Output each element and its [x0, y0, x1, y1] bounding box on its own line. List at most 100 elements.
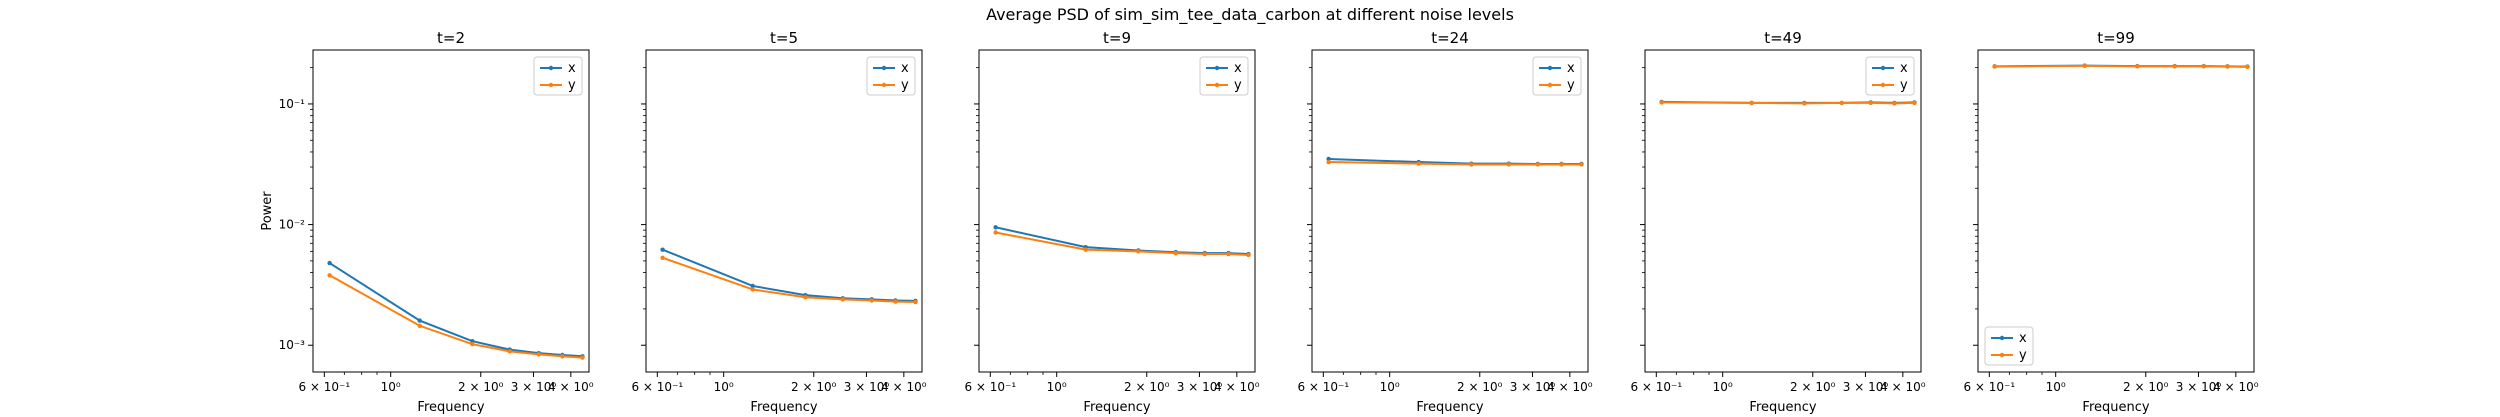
- data-point-y: [750, 287, 755, 292]
- panel-title: t=9: [1103, 29, 1131, 47]
- x-tick-label: 6 × 10⁻¹: [298, 380, 350, 394]
- plot-frame: [312, 49, 590, 373]
- x-tick-label: 2 × 10⁰: [1124, 380, 1170, 394]
- x-tick-label: 2 × 10⁰: [1790, 380, 1836, 394]
- series-line-x: [329, 262, 583, 358]
- x-tick-label: 6 × 10⁻¹: [1963, 380, 2015, 394]
- x-axis-label: Frequency: [1416, 400, 1483, 415]
- data-point-y: [417, 323, 422, 328]
- data-point-y: [2245, 64, 2250, 70]
- legend-marker-x: [1214, 65, 1220, 71]
- data-point-y: [1802, 101, 1807, 106]
- x-tick-label: 3 × 10⁰: [511, 380, 557, 394]
- x-tick-label: 4 × 10⁰: [548, 380, 594, 394]
- y-tick-label: 10⁻²: [279, 218, 306, 232]
- data-point-y: [2082, 63, 2087, 69]
- data-point-y: [913, 299, 918, 305]
- data-point-y: [1839, 100, 1844, 106]
- x-tick-label: 10⁰: [1047, 380, 1067, 394]
- data-point-y: [1749, 100, 1754, 106]
- data-point-x: [1326, 156, 1331, 162]
- data-point-y: [560, 354, 565, 359]
- series-line-y: [1661, 101, 1915, 105]
- data-point-y: [580, 355, 585, 360]
- data-point-y: [1868, 100, 1873, 106]
- legend-label-x: x: [1900, 61, 1908, 76]
- y-axis-label: Power: [260, 191, 275, 231]
- legend: xy: [533, 56, 583, 96]
- legend-label-x: x: [2019, 331, 2027, 346]
- legend-marker-x: [548, 65, 554, 71]
- x-tick-label: 4 × 10⁰: [1880, 380, 1926, 394]
- legend: xy: [1199, 56, 1249, 96]
- x-tick-label: 10⁰: [1713, 380, 1733, 394]
- x-tick-label: 2 × 10⁰: [2123, 380, 2169, 394]
- y-tick-label: 10⁻¹: [279, 97, 306, 111]
- legend-marker-y: [1999, 352, 2005, 358]
- legend-label-x: x: [1234, 61, 1242, 76]
- data-point-y: [1173, 250, 1178, 256]
- legend-label-x: x: [1567, 61, 1575, 76]
- legend-marker-y: [881, 82, 887, 88]
- legend-marker-y: [1880, 82, 1886, 88]
- data-point-y: [327, 273, 332, 278]
- data-point-y: [470, 341, 475, 347]
- legend-marker-y: [548, 82, 554, 88]
- legend-label-y: y: [2019, 348, 2027, 363]
- data-point-y: [869, 298, 874, 303]
- data-point-x: [750, 283, 755, 289]
- plot-frame: [645, 49, 923, 373]
- x-tick-label: 3 × 10⁰: [1510, 380, 1556, 394]
- data-point-y: [1535, 162, 1540, 167]
- panel-title: t=5: [770, 29, 798, 47]
- data-point-x: [660, 247, 665, 252]
- x-axis-label: Frequency: [750, 400, 817, 415]
- legend: xy: [866, 56, 916, 96]
- data-point-x: [417, 318, 422, 323]
- data-point-y: [1659, 100, 1664, 105]
- legend-marker-y: [1547, 82, 1553, 88]
- y-tick-label: 10⁻³: [279, 338, 306, 352]
- legend-marker-y: [1214, 82, 1220, 88]
- x-axis-label: Frequency: [1083, 400, 1150, 415]
- x-tick-label: 10⁰: [1380, 380, 1400, 394]
- data-point-y: [1892, 101, 1897, 106]
- legend-label-y: y: [568, 78, 576, 93]
- x-axis-label: Frequency: [417, 400, 484, 415]
- panel-title: t=2: [437, 29, 465, 47]
- data-point-y: [993, 230, 998, 235]
- data-point-y: [2225, 64, 2230, 69]
- x-tick-label: 6 × 10⁻¹: [1630, 380, 1682, 394]
- figure-suptitle: Average PSD of sim_sim_tee_data_carbon a…: [986, 5, 1514, 25]
- data-point-y: [1083, 247, 1088, 252]
- data-point-y: [803, 295, 808, 300]
- data-point-y: [1226, 251, 1231, 257]
- data-point-y: [1246, 252, 1251, 258]
- series-line-y: [1994, 64, 2248, 68]
- x-tick-label: 6 × 10⁻¹: [1297, 380, 1349, 394]
- data-point-y: [893, 299, 898, 304]
- data-point-y: [1506, 162, 1511, 167]
- legend: xy: [1984, 326, 2034, 366]
- panel-title: t=24: [1431, 29, 1469, 47]
- data-point-y: [2135, 64, 2140, 69]
- data-point-y: [1416, 161, 1421, 166]
- x-axis-label: Frequency: [2082, 400, 2149, 415]
- legend-label-y: y: [901, 78, 909, 93]
- data-point-y: [1912, 100, 1917, 106]
- legend-marker-x: [1999, 335, 2005, 341]
- x-tick-label: 4 × 10⁰: [2213, 380, 2259, 394]
- legend-marker-x: [881, 65, 887, 71]
- data-point-y: [1992, 64, 1997, 69]
- legend-label-x: x: [568, 61, 576, 76]
- panel-title: t=49: [1764, 29, 1802, 47]
- data-point-y: [1469, 162, 1474, 167]
- x-tick-label: 3 × 10⁰: [844, 380, 890, 394]
- data-point-y: [2201, 64, 2206, 69]
